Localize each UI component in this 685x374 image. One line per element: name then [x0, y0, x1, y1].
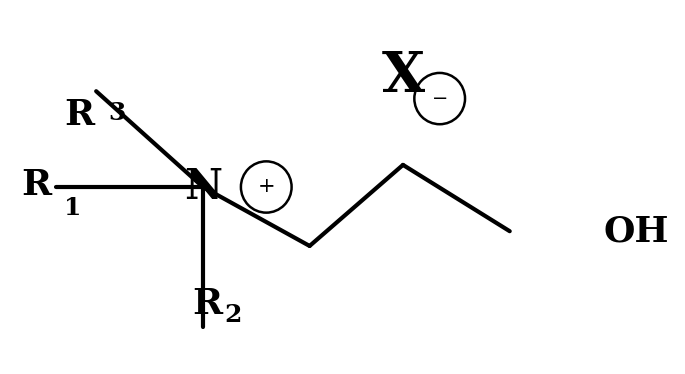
Text: R: R	[21, 168, 51, 202]
Text: 1: 1	[64, 196, 82, 220]
Text: 3: 3	[108, 101, 125, 125]
Text: OH: OH	[603, 214, 669, 248]
Text: +: +	[258, 178, 275, 196]
Text: 2: 2	[224, 303, 242, 327]
Text: −: −	[432, 90, 448, 108]
Text: R: R	[64, 98, 95, 132]
Text: X: X	[382, 49, 425, 104]
Text: R: R	[192, 287, 223, 321]
Text: N: N	[184, 166, 222, 208]
